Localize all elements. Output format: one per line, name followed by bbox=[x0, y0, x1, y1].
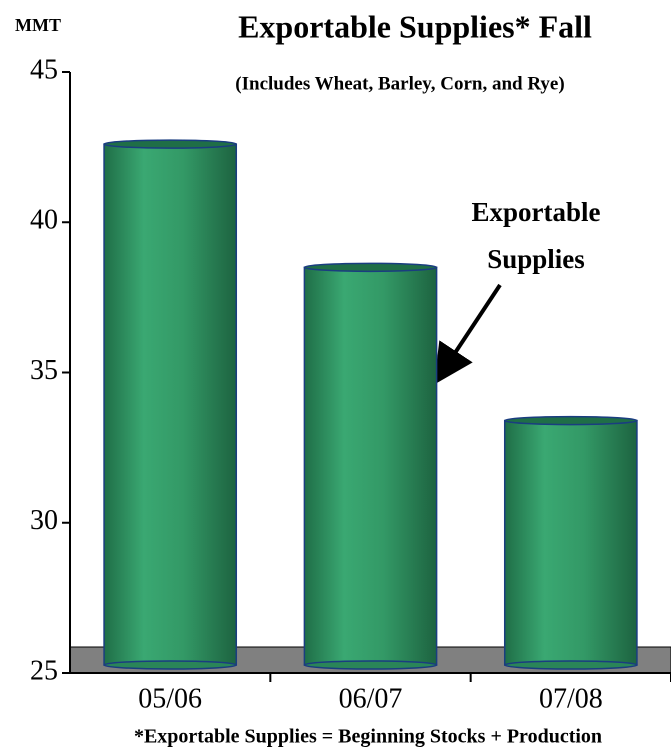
y-axis-label: MMT bbox=[15, 15, 61, 35]
footnote: *Exportable Supplies = Beginning Stocks … bbox=[134, 726, 602, 748]
bar-top bbox=[303, 262, 438, 273]
bar-bottom bbox=[103, 660, 238, 670]
x-tick-label: 06/07 bbox=[339, 683, 403, 714]
annotation: Supplies bbox=[487, 244, 585, 274]
annotation-arrow bbox=[433, 283, 502, 385]
bar bbox=[303, 266, 438, 666]
bar-bottom bbox=[303, 660, 438, 670]
bar-top bbox=[103, 139, 238, 149]
bar bbox=[103, 143, 238, 666]
x-tick-label: 05/06 bbox=[138, 683, 202, 714]
y-tick-label: 25 bbox=[30, 655, 58, 686]
x-tick-label: 07/08 bbox=[539, 683, 603, 714]
y-tick-label: 45 bbox=[30, 54, 58, 85]
chart-title: Exportable Supplies* Fall bbox=[238, 8, 592, 44]
y-tick-label: 40 bbox=[30, 205, 58, 236]
bar-top bbox=[503, 415, 638, 426]
bar-bottom bbox=[503, 660, 638, 670]
bar bbox=[503, 419, 638, 666]
y-tick-label: 30 bbox=[30, 505, 58, 536]
annotation: Exportable bbox=[471, 197, 600, 227]
y-tick-label: 35 bbox=[30, 355, 58, 386]
chart-subtitle: (Includes Wheat, Barley, Corn, and Rye) bbox=[235, 73, 564, 94]
